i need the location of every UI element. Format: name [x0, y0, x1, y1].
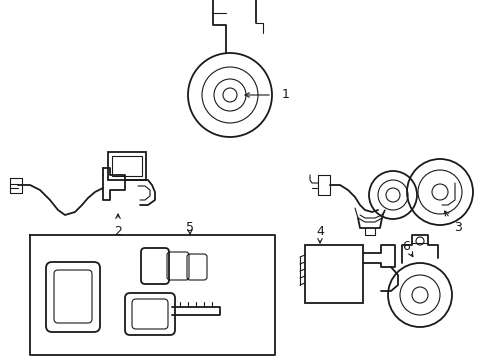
- Bar: [108, 152, 146, 180]
- Bar: [112, 156, 142, 176]
- Text: 3: 3: [453, 221, 461, 234]
- Text: 4: 4: [315, 225, 323, 238]
- Text: 6: 6: [401, 240, 409, 253]
- Text: 2: 2: [114, 225, 122, 238]
- Text: 1: 1: [282, 89, 289, 102]
- Text: 5: 5: [185, 221, 194, 234]
- Bar: [305, 245, 362, 303]
